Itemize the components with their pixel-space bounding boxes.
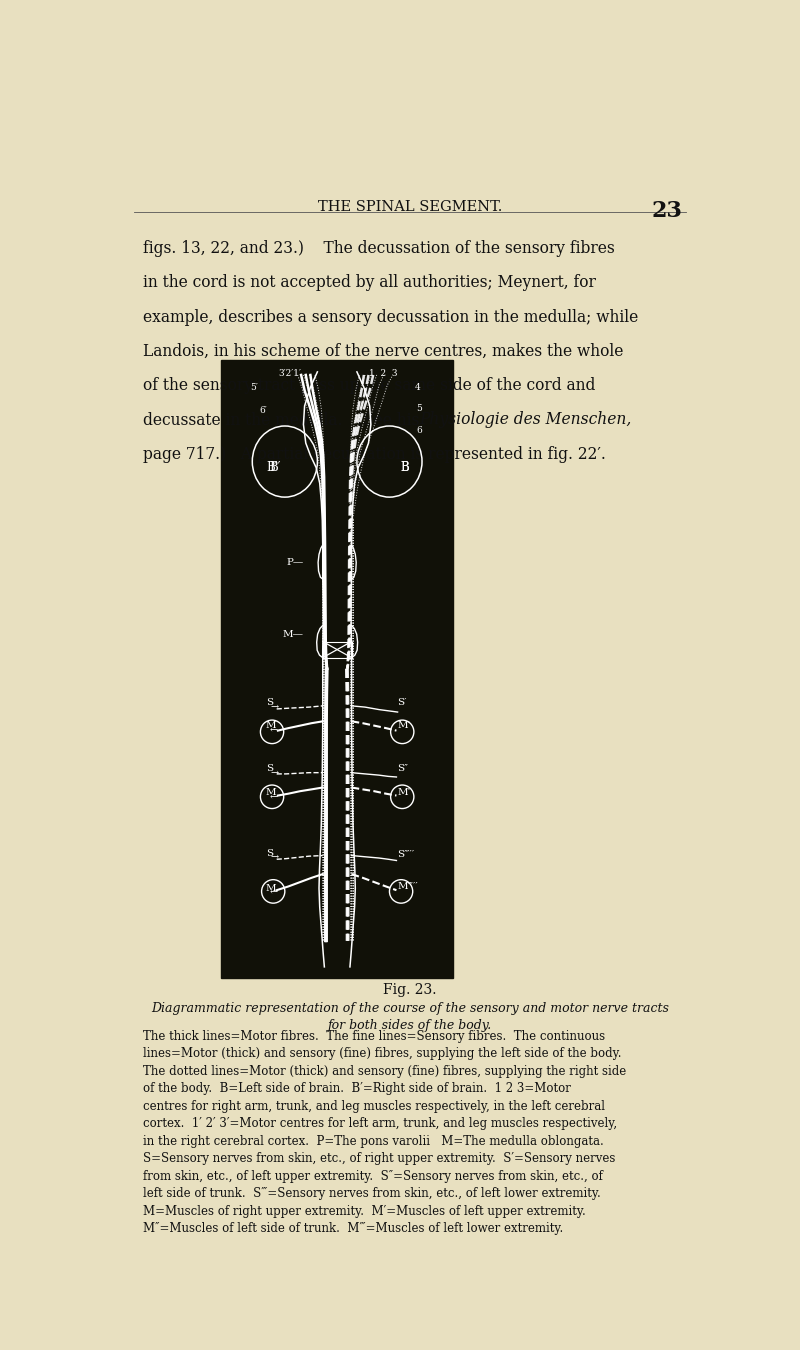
Text: Physiologie des Menschen,: Physiologie des Menschen, [419,412,631,428]
Text: lines=Motor (thick) and sensory (fine) fibres, supplying the left side of the bo: lines=Motor (thick) and sensory (fine) f… [143,1048,622,1061]
Text: 3′2′1′: 3′2′1′ [278,369,301,378]
Text: page 717.)   A partial decussation is represented in fig. 22′.: page 717.) A partial decussation is repr… [143,446,606,463]
Text: centres for right arm, trunk, and leg muscles respectively, in the left cerebral: centres for right arm, trunk, and leg mu… [143,1100,606,1112]
Text: B′: B′ [266,462,278,474]
Text: M′: M′ [398,721,410,730]
Text: M: M [265,788,276,796]
Text: example, describes a sensory decussation in the medulla; while: example, describes a sensory decussation… [143,309,638,325]
Text: in the cord is not accepted by all authorities; Meynert, for: in the cord is not accepted by all autho… [143,274,596,292]
Text: S′: S′ [398,698,407,707]
Text: ←: ← [270,792,278,802]
Text: of the sensory tract pass up the same side of the cord and: of the sensory tract pass up the same si… [143,377,596,394]
Text: S=Sensory nerves from skin, etc., of right upper extremity.  S′=Sensory nerves: S=Sensory nerves from skin, etc., of rig… [143,1153,616,1165]
Text: B: B [400,462,409,474]
Text: 4: 4 [415,383,421,392]
Text: THE SPINAL SEGMENT.: THE SPINAL SEGMENT. [318,200,502,215]
Text: 6: 6 [416,427,422,435]
Text: 23: 23 [652,200,682,223]
Text: M=Muscles of right upper extremity.  M′=Muscles of left upper extremity.: M=Muscles of right upper extremity. M′=M… [143,1204,586,1218]
Text: →: → [271,853,279,863]
Text: M—: M— [282,630,303,640]
Text: M‴′′: M‴′′ [398,882,418,891]
Text: →: → [271,769,279,779]
Text: left side of trunk.  S‴=Sensory nerves from skin, etc., of left lower extremity.: left side of trunk. S‴=Sensory nerves fr… [143,1187,601,1200]
Text: M: M [265,721,276,730]
Text: ←: ← [270,726,278,736]
Text: P—: P— [286,558,303,567]
Text: S‴′′: S‴′′ [398,849,415,859]
Text: decussate in the medulla.   (See his: decussate in the medulla. (See his [143,412,425,428]
Text: 1  2  3: 1 2 3 [370,369,398,378]
Text: Diagrammatic representation of the course of the sensory and motor nerve tracts: Diagrammatic representation of the cours… [151,1002,669,1015]
Text: 6′: 6′ [259,406,267,414]
Text: M″=Muscles of left side of trunk.  M‴=Muscles of left lower extremity.: M″=Muscles of left side of trunk. M‴=Mus… [143,1222,564,1235]
Text: The dotted lines=Motor (thick) and sensory (fine) fibres, supplying the right si: The dotted lines=Motor (thick) and senso… [143,1065,626,1077]
Text: S: S [266,849,274,857]
Text: B′: B′ [270,462,281,474]
Text: S: S [266,764,274,774]
Text: S″: S″ [398,764,409,774]
Text: 5′: 5′ [250,383,258,392]
Text: 5: 5 [416,405,422,413]
Text: B: B [400,462,409,474]
Text: for both sides of the body.: for both sides of the body. [328,1018,492,1031]
Text: of the body.  B=Left side of brain.  B′=Right side of brain.  1 2 3=Motor: of the body. B=Left side of brain. B′=Ri… [143,1083,571,1095]
Bar [221,359,454,977]
Text: from skin, etc., of left upper extremity.  S″=Sensory nerves from skin, etc., of: from skin, etc., of left upper extremity… [143,1169,603,1183]
Text: Fig. 23.: Fig. 23. [383,983,437,998]
Text: in the right cerebral cortex.  P=The pons varolii   M=The medulla oblongata.: in the right cerebral cortex. P=The pons… [143,1135,604,1148]
Text: The thick lines=Motor fibres.  The fine lines=Sensory fibres.  The continuous: The thick lines=Motor fibres. The fine l… [143,1030,606,1044]
Text: Landois, in his scheme of the nerve centres, makes the whole: Landois, in his scheme of the nerve cent… [143,343,624,360]
Text: M: M [265,884,276,892]
Text: S: S [266,698,274,707]
Text: cortex.  1′ 2′ 3′=Motor centres for left arm, trunk, and leg muscles respectivel: cortex. 1′ 2′ 3′=Motor centres for left … [143,1118,618,1130]
Text: ←: ← [270,888,278,898]
Text: figs. 13, 22, and 23.)    The decussation of the sensory fibres: figs. 13, 22, and 23.) The decussation o… [143,240,615,256]
Text: →: → [271,703,279,713]
Text: M″: M″ [398,788,412,796]
